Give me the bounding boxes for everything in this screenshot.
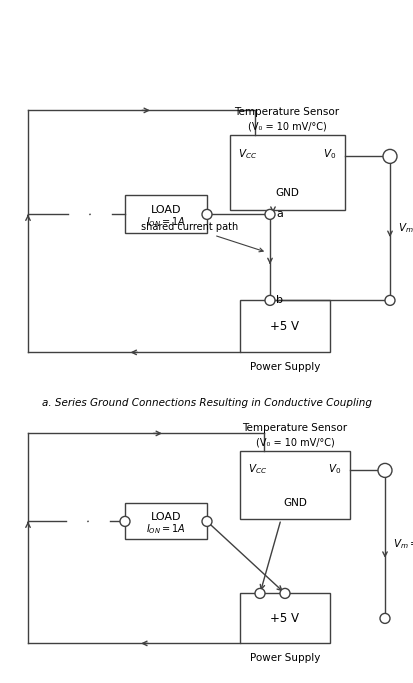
Circle shape: [264, 210, 274, 219]
Circle shape: [382, 150, 396, 163]
Circle shape: [377, 463, 391, 477]
Text: Temperature Sensor: Temperature Sensor: [242, 423, 347, 434]
Text: Power Supply: Power Supply: [249, 363, 319, 372]
Bar: [240, 451, 349, 519]
Text: +5 V: +5 V: [270, 320, 299, 333]
Circle shape: [384, 295, 394, 305]
Circle shape: [264, 295, 274, 305]
Text: $V_m = V_0 + V_{ab}$: $V_m = V_0 + V_{ab}$: [397, 221, 413, 235]
Text: a: a: [275, 210, 282, 219]
Bar: [240, 594, 329, 643]
Text: $V_0$: $V_0$: [322, 148, 335, 161]
Circle shape: [202, 210, 211, 219]
Text: $V_m = V_0$: $V_m = V_0$: [392, 538, 413, 551]
Text: Temperature Sensor: Temperature Sensor: [234, 107, 339, 117]
Circle shape: [254, 588, 264, 598]
Circle shape: [279, 588, 289, 598]
Text: LOAD: LOAD: [150, 206, 181, 215]
Circle shape: [202, 516, 211, 527]
Bar: [240, 301, 329, 352]
Circle shape: [120, 516, 130, 527]
Text: shared current path: shared current path: [141, 223, 263, 252]
Text: $I_{ON}=1A$: $I_{ON}=1A$: [146, 522, 185, 536]
Text: $I_{ON}=1A$: $I_{ON}=1A$: [146, 216, 185, 229]
Text: a. Series Ground Connections Resulting in Conductive Coupling: a. Series Ground Connections Resulting i…: [42, 398, 371, 408]
Text: $V_{CC}$: $V_{CC}$: [237, 148, 256, 161]
Text: $V_0$: $V_0$: [327, 462, 340, 476]
Bar: [125, 195, 206, 234]
Bar: [230, 135, 344, 210]
Circle shape: [379, 613, 389, 624]
Text: GND: GND: [274, 189, 298, 198]
Text: (V₀ = 10 mV/°C): (V₀ = 10 mV/°C): [255, 437, 334, 447]
Text: b: b: [275, 295, 282, 305]
Text: LOAD: LOAD: [150, 512, 181, 522]
Text: GND: GND: [282, 499, 306, 508]
Text: +5 V: +5 V: [270, 612, 299, 625]
Bar: [125, 503, 206, 540]
Text: $V_{CC}$: $V_{CC}$: [247, 462, 266, 476]
Text: (V₀ = 10 mV/°C): (V₀ = 10 mV/°C): [247, 122, 325, 131]
Text: Power Supply: Power Supply: [249, 654, 319, 663]
